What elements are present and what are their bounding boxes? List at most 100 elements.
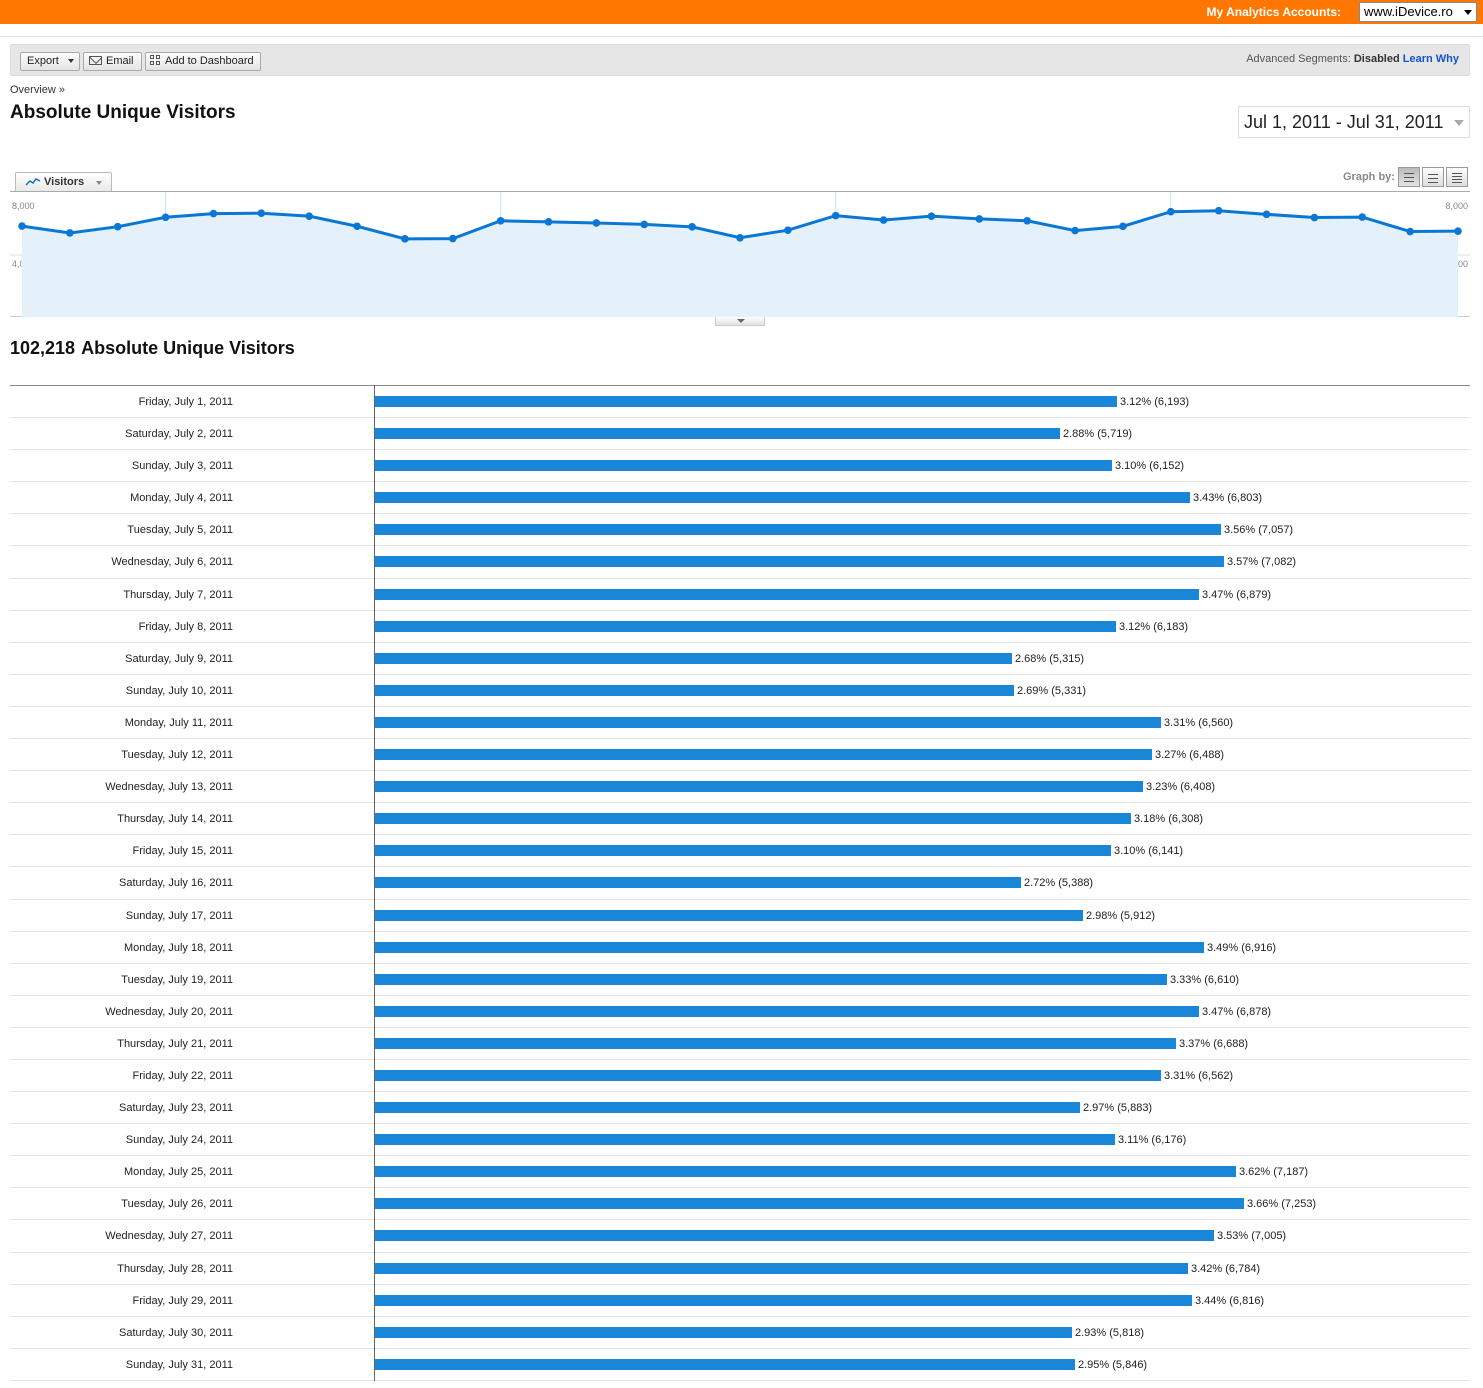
divider bbox=[0, 36, 1483, 37]
chart-point[interactable] bbox=[161, 213, 170, 222]
line-chart-svg: 8,000 4,000 8,000 4,000 Jul 4Jul 11Jul 1… bbox=[10, 192, 1470, 317]
chart-point[interactable] bbox=[927, 212, 936, 220]
email-label: Email bbox=[106, 55, 134, 67]
metric-selector[interactable]: Visitors bbox=[15, 172, 112, 192]
chart-point[interactable] bbox=[1454, 227, 1462, 235]
breadcrumb[interactable]: Overview » bbox=[10, 84, 66, 96]
page-title: Absolute Unique Visitors bbox=[10, 102, 236, 123]
table-row: Thursday, July 14, 2011 3.18% (6,308) bbox=[10, 803, 1470, 836]
dashboard-label: Add to Dashboard bbox=[165, 55, 254, 67]
chart-point[interactable] bbox=[353, 222, 361, 231]
table-row: Friday, July 15, 2011 3.10% (6,141) bbox=[10, 835, 1470, 868]
graph-by-day-button[interactable] bbox=[1398, 167, 1420, 187]
chart-point[interactable] bbox=[257, 209, 266, 218]
row-bar bbox=[375, 620, 1116, 632]
row-bar bbox=[375, 652, 1012, 664]
chart-point[interactable] bbox=[113, 222, 122, 231]
row-bar bbox=[375, 813, 1131, 825]
row-value: 3.10% (6,141) bbox=[1114, 845, 1184, 858]
row-value: 3.49% (6,916) bbox=[1207, 941, 1277, 954]
report-toolbar: Export Email Add to Dashboard Advanced S… bbox=[10, 44, 1470, 76]
chart-point[interactable] bbox=[544, 218, 553, 226]
table-row: Saturday, July 30, 2011 2.93% (5,818) bbox=[10, 1317, 1470, 1349]
row-value: 2.93% (5,818) bbox=[1075, 1326, 1145, 1339]
row-value: 3.56% (7,057) bbox=[1224, 524, 1294, 537]
row-bar bbox=[375, 877, 1021, 889]
export-button[interactable]: Export bbox=[20, 52, 80, 71]
graph-expand-toggle[interactable] bbox=[715, 317, 765, 326]
row-value: 3.57% (7,082) bbox=[1227, 556, 1297, 569]
row-bar bbox=[375, 1262, 1188, 1274]
row-value: 3.47% (6,879) bbox=[1202, 588, 1272, 601]
row-bar bbox=[375, 1326, 1072, 1338]
email-button[interactable]: Email bbox=[83, 52, 142, 71]
chart-point[interactable] bbox=[1310, 213, 1319, 222]
table-row: Sunday, July 24, 2011 3.11% (6,176) bbox=[10, 1124, 1470, 1157]
date-range-picker[interactable]: Jul 1, 2011 - Jul 31, 2011 bbox=[1238, 106, 1470, 138]
chart-point[interactable] bbox=[66, 229, 74, 237]
row-date: Thursday, July 28, 2011 bbox=[117, 1262, 233, 1275]
learn-why-link[interactable]: Learn Why bbox=[1402, 53, 1459, 65]
row-date: Saturday, July 16, 2011 bbox=[119, 877, 233, 890]
row-date: Saturday, July 30, 2011 bbox=[119, 1326, 233, 1339]
row-value: 2.69% (5,331) bbox=[1017, 684, 1087, 697]
chart-point[interactable] bbox=[879, 216, 888, 224]
graph-by-week-button[interactable] bbox=[1422, 167, 1444, 187]
add-to-dashboard-button[interactable]: Add to Dashboard bbox=[145, 52, 261, 71]
graph-by-month-button[interactable] bbox=[1446, 167, 1468, 187]
chart-point[interactable] bbox=[688, 223, 696, 231]
chart-point[interactable] bbox=[736, 233, 744, 242]
segments-status: Disabled bbox=[1353, 53, 1400, 65]
chart-point[interactable] bbox=[592, 219, 601, 227]
summary-total: 102,218 Absolute Unique Visitors bbox=[10, 338, 301, 359]
row-value: 2.68% (5,315) bbox=[1015, 652, 1085, 665]
date-range-value: Jul 1, 2011 - Jul 31, 2011 bbox=[1244, 112, 1444, 132]
summary-total-label: Absolute Unique Visitors bbox=[81, 338, 295, 358]
chart-point[interactable] bbox=[1119, 222, 1127, 231]
segments-prefix: Advanced Segments: bbox=[1246, 53, 1351, 65]
table-row: Sunday, July 10, 2011 2.69% (5,331) bbox=[10, 675, 1470, 707]
chart-point[interactable] bbox=[784, 226, 792, 234]
row-value: 3.23% (6,408) bbox=[1146, 781, 1216, 794]
visitors-line-chart: 8,000 4,000 8,000 4,000 Jul 4Jul 11Jul 1… bbox=[10, 191, 1470, 317]
account-select[interactable]: www.iDevice.ro bbox=[1359, 2, 1477, 22]
row-bar bbox=[375, 588, 1199, 600]
chart-point[interactable] bbox=[831, 211, 840, 220]
table-row: Friday, July 1, 2011 3.12% (6,193) bbox=[10, 386, 1470, 419]
chevron-down-icon bbox=[1454, 120, 1464, 126]
row-date: Friday, July 29, 2011 bbox=[132, 1294, 233, 1307]
row-bar bbox=[375, 1005, 1199, 1017]
chart-point[interactable] bbox=[1167, 207, 1175, 216]
chart-point[interactable] bbox=[1023, 216, 1031, 225]
row-bar bbox=[375, 1037, 1176, 1049]
row-date: Sunday, July 31, 2011 bbox=[125, 1358, 233, 1371]
chart-point[interactable] bbox=[209, 209, 218, 218]
chart-point[interactable] bbox=[1071, 226, 1079, 235]
row-date: Thursday, July 14, 2011 bbox=[117, 813, 233, 826]
chart-point[interactable] bbox=[401, 235, 409, 243]
chart-point[interactable] bbox=[305, 212, 314, 220]
row-value: 3.12% (6,183) bbox=[1119, 620, 1189, 633]
chart-point[interactable] bbox=[18, 222, 26, 230]
row-bar bbox=[375, 716, 1161, 728]
table-row: Friday, July 22, 2011 3.31% (6,562) bbox=[10, 1060, 1470, 1093]
chart-point[interactable] bbox=[1406, 227, 1414, 236]
row-bar bbox=[375, 1198, 1244, 1210]
row-date: Wednesday, July 13, 2011 bbox=[105, 781, 233, 794]
chart-point[interactable] bbox=[1358, 213, 1367, 221]
row-value: 3.27% (6,488) bbox=[1155, 749, 1225, 762]
line-chart-icon bbox=[25, 178, 41, 186]
chart-point[interactable] bbox=[449, 234, 457, 243]
row-bar bbox=[375, 781, 1143, 793]
row-date: Tuesday, July 19, 2011 bbox=[121, 973, 233, 986]
chart-point[interactable] bbox=[975, 215, 984, 223]
row-value: 3.31% (6,562) bbox=[1164, 1069, 1234, 1082]
chart-point[interactable] bbox=[1214, 206, 1223, 215]
chart-point[interactable] bbox=[496, 216, 505, 225]
row-value: 2.97% (5,883) bbox=[1083, 1102, 1153, 1115]
row-value: 3.44% (6,816) bbox=[1195, 1294, 1265, 1307]
table-row: Thursday, July 7, 2011 3.47% (6,879) bbox=[10, 579, 1470, 611]
chart-point[interactable] bbox=[1262, 210, 1271, 219]
chart-point[interactable] bbox=[640, 220, 649, 229]
row-bar bbox=[375, 749, 1152, 761]
